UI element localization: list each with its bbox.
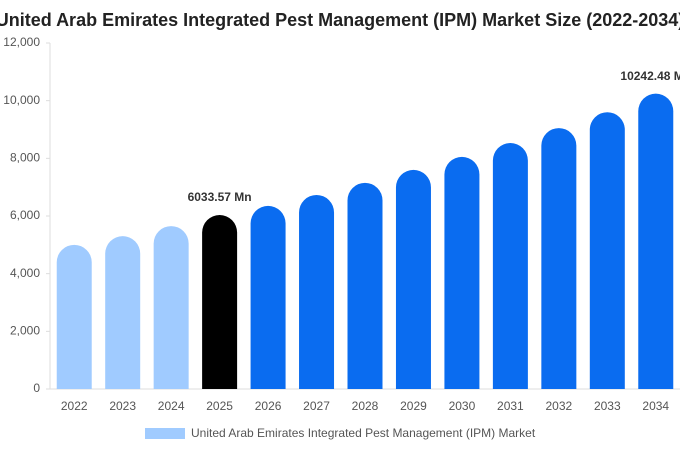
bar (299, 194, 335, 389)
bar (202, 215, 238, 389)
x-tick-label: 2034 (642, 399, 669, 413)
x-tick-label: 2022 (61, 399, 88, 413)
x-tick-label: 2031 (497, 399, 524, 413)
bar (250, 205, 286, 389)
y-tick-label: 8,000 (10, 151, 40, 165)
y-tick-label: 12,000 (3, 35, 40, 49)
x-tick-label: 2027 (303, 399, 330, 413)
value-label: 6033.57 Mn (188, 190, 252, 204)
x-tick-label: 2025 (206, 399, 233, 413)
y-tick-label: 6,000 (10, 208, 40, 222)
y-tick-label: 10,000 (3, 93, 40, 107)
chart-title: United Arab Emirates Integrated Pest Man… (0, 10, 680, 30)
value-label: 10242.48 Mn (620, 69, 680, 83)
x-tick-label: 2030 (449, 399, 476, 413)
y-tick-label: 4,000 (10, 266, 40, 280)
bar (492, 143, 528, 389)
x-tick-label: 2024 (158, 399, 185, 413)
x-tick-label: 2023 (109, 399, 136, 413)
bar (395, 169, 431, 389)
legend-swatch (145, 428, 185, 439)
bar (444, 156, 480, 389)
x-tick-label: 2026 (255, 399, 282, 413)
bar (589, 112, 625, 389)
y-tick-label: 0 (33, 381, 40, 395)
x-tick-label: 2033 (594, 399, 621, 413)
x-tick-label: 2029 (400, 399, 427, 413)
x-tick-label: 2032 (545, 399, 572, 413)
bar (153, 226, 189, 389)
bar (638, 93, 674, 389)
legend-label: United Arab Emirates Integrated Pest Man… (191, 426, 536, 440)
bar (541, 128, 577, 389)
bar (56, 244, 92, 389)
y-tick-label: 2,000 (10, 324, 40, 338)
bar (347, 182, 383, 389)
x-tick-label: 2028 (352, 399, 379, 413)
bar (105, 236, 141, 389)
